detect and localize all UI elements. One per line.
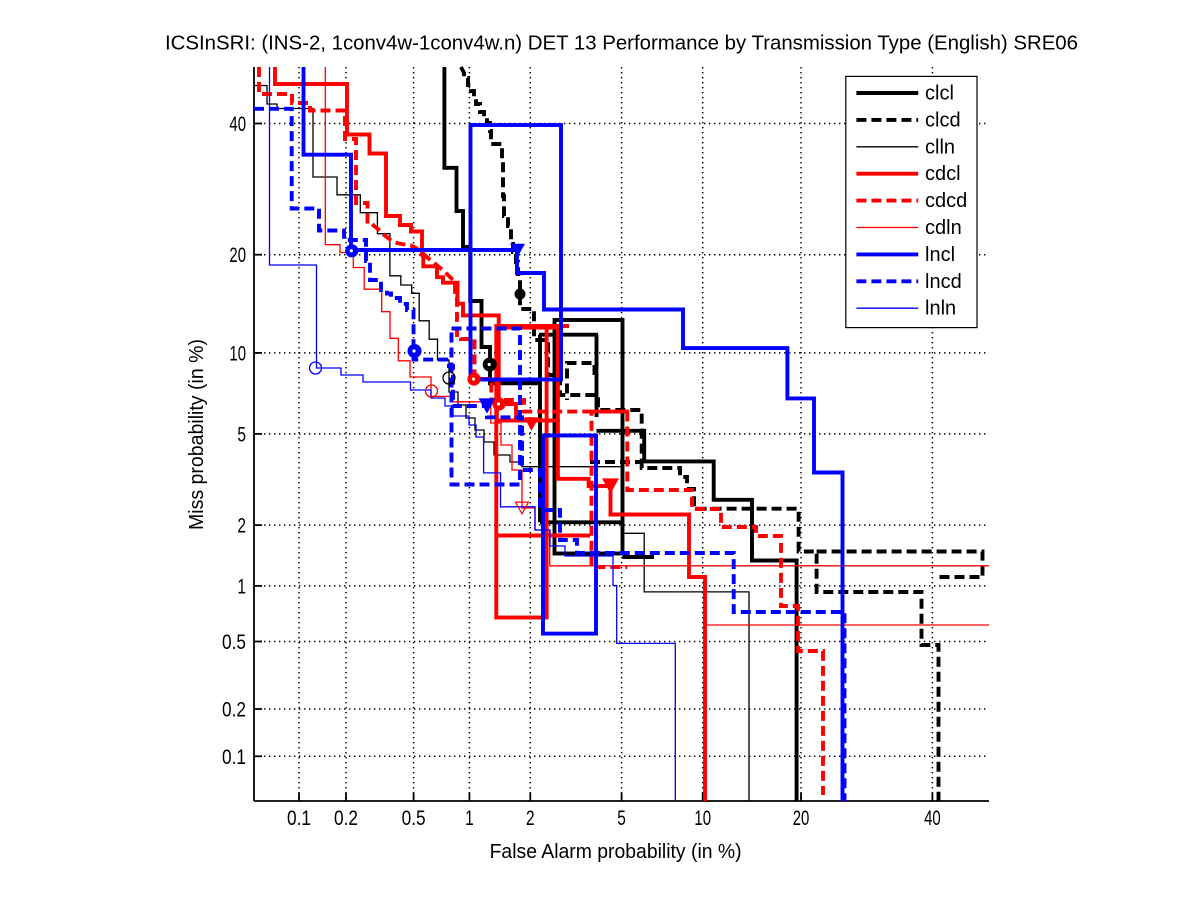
- svg-text:10: 10: [694, 807, 711, 830]
- svg-text:clln: clln: [925, 136, 955, 158]
- svg-text:lncd: lncd: [925, 271, 962, 293]
- svg-text:2: 2: [237, 515, 246, 538]
- svg-text:2: 2: [526, 807, 535, 830]
- svg-text:20: 20: [229, 244, 246, 267]
- svg-text:0.1: 0.1: [287, 807, 311, 830]
- svg-text:0.1: 0.1: [222, 746, 246, 769]
- svg-text:5: 5: [237, 423, 246, 446]
- svg-text:lnln: lnln: [925, 298, 956, 320]
- svg-text:cdcd: cdcd: [925, 190, 967, 212]
- svg-text:0.5: 0.5: [222, 631, 246, 654]
- svg-text:clcd: clcd: [925, 109, 961, 131]
- svg-text:1: 1: [237, 575, 246, 598]
- svg-text:cdln: cdln: [925, 217, 962, 239]
- svg-text:ICSInSRI: (INS-2, 1conv4w-1con: ICSInSRI: (INS-2, 1conv4w-1conv4w.n) DET…: [165, 32, 1078, 54]
- svg-text:10: 10: [229, 342, 246, 365]
- svg-text:0.2: 0.2: [222, 699, 246, 722]
- svg-text:40: 40: [924, 807, 941, 830]
- svg-text:40: 40: [229, 113, 246, 136]
- svg-text:Miss probability (in %): Miss probability (in %): [186, 339, 208, 530]
- svg-text:cdcl: cdcl: [925, 163, 961, 185]
- svg-text:5: 5: [617, 807, 626, 830]
- svg-text:lncl: lncl: [925, 244, 955, 266]
- svg-text:20: 20: [793, 807, 810, 830]
- svg-text:0.5: 0.5: [402, 807, 426, 830]
- svg-text:False Alarm probability (in %): False Alarm probability (in %): [490, 841, 742, 863]
- svg-text:1: 1: [465, 807, 474, 830]
- svg-text:clcl: clcl: [925, 83, 954, 105]
- svg-text:0.2: 0.2: [334, 807, 358, 830]
